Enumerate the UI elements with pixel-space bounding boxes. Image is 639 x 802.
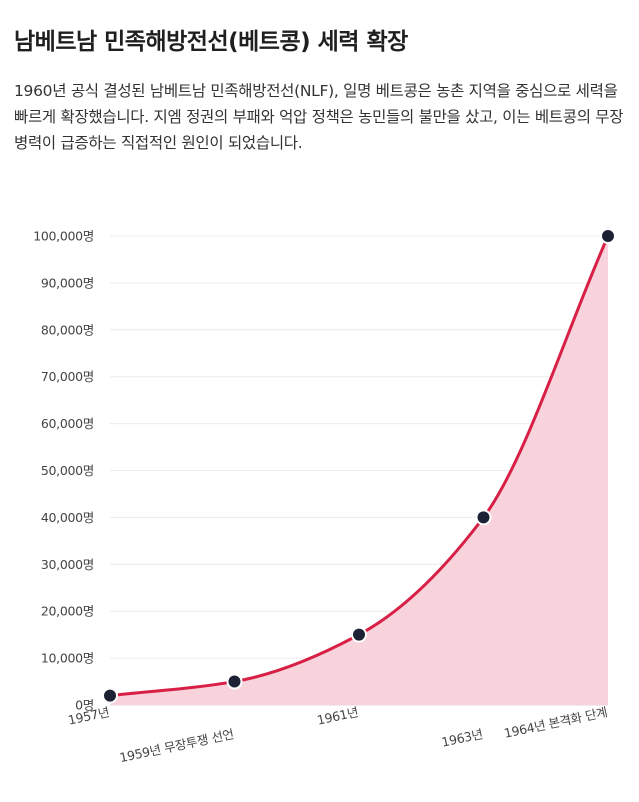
y-tick-label: 70,000명 — [41, 369, 94, 384]
data-point[interactable] — [102, 687, 118, 704]
y-tick-label: 90,000명 — [41, 275, 94, 290]
x-tick-label: 1961년 — [316, 704, 360, 727]
x-tick-label: 1959년 무장투쟁 선언 — [118, 726, 235, 765]
x-tick-label: 1964년 본격화 단계 — [503, 704, 609, 741]
y-tick-label: 40,000명 — [41, 510, 94, 525]
chart-title: 남베트남 민족해방전선(베트콩) 세력 확장 — [14, 29, 408, 55]
data-point[interactable] — [351, 626, 367, 643]
y-tick-label: 10,000명 — [41, 651, 94, 666]
y-axis-ticks: 0명 10,000명 20,000명 30,000명 40,000명 50,000명 60,… — [33, 229, 94, 713]
x-tick-label: 1963년 — [440, 726, 484, 749]
x-axis-ticks: 1957년 1959년 무장투쟁 선언 1961년 1963년 1964년 본격화 단계 — [67, 704, 609, 765]
area-fill-layer — [110, 236, 608, 705]
y-tick-label: 0명 — [75, 698, 94, 713]
data-point[interactable] — [600, 228, 616, 244]
x-tick-label: 1957년 — [67, 704, 111, 727]
y-tick-label: 50,000명 — [41, 463, 94, 478]
data-points — [102, 228, 616, 704]
y-tick-label: 30,000명 — [41, 557, 94, 572]
y-tick-label: 100,000명 — [33, 229, 94, 244]
y-tick-label: 60,000명 — [41, 416, 94, 431]
chart-description: 1960년 공식 결성된 남베트남 민족해방전선(NLF), 일명 베트콩은 농… — [14, 82, 624, 152]
y-tick-label: 80,000명 — [41, 322, 94, 337]
data-point[interactable] — [226, 673, 243, 690]
series-line-layer — [109, 235, 610, 698]
series-line — [109, 235, 610, 698]
y-tick-label: 20,000명 — [41, 604, 94, 619]
data-point[interactable] — [475, 509, 492, 526]
series-area — [110, 236, 608, 705]
